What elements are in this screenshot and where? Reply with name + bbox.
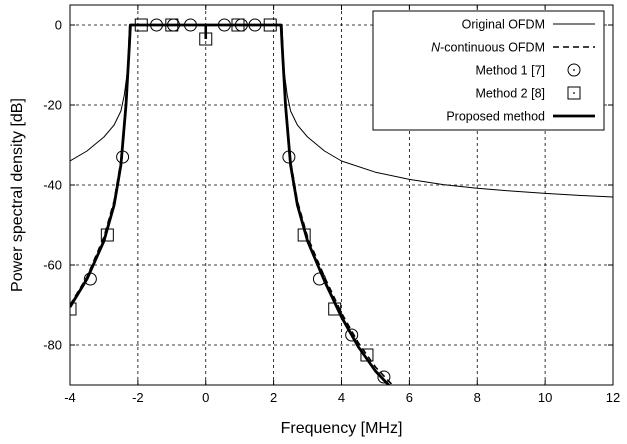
square-marker [328,302,342,316]
y-axis-label: Power spectral density [dB] [9,98,26,292]
y-tick-label: -20 [43,98,62,113]
legend-label: Original OFDM [462,18,545,32]
legend-label: N-continuous OFDM [431,41,545,55]
legend-circle-sample [567,63,581,77]
square-marker [165,18,179,32]
series-layer [70,18,613,385]
square-marker [70,302,77,316]
legend-label: Method 2 [8] [476,87,546,101]
x-tick-label: 4 [338,390,345,405]
circle-marker [345,328,359,342]
legend-label-rest: -continuous OFDM [440,41,545,55]
circle-marker [312,272,326,286]
legend-label-italic: N [431,41,441,55]
square-marker [231,18,245,32]
square-marker [360,348,374,362]
legend-label: Proposed method [446,110,545,124]
series-line-4 [70,23,391,385]
legend-box [372,10,605,131]
y-tick-label: -40 [43,178,62,193]
circle-marker [150,18,164,32]
y-tick-label: -60 [43,258,62,273]
circle-marker [83,272,97,286]
square-marker [263,18,277,32]
square-marker [100,228,114,242]
x-tick-label: 6 [406,390,413,405]
circle-marker [116,150,130,164]
legend: Original OFDM N-continuous OFDM Method 1 [… [372,10,605,131]
circle-marker [217,18,231,32]
x-tick-label: 10 [538,390,552,405]
x-tick-label: 2 [270,390,277,405]
series-line-0 [70,24,613,198]
y-tick-label: -80 [43,338,62,353]
y-tick-label: 0 [55,18,62,33]
x-tick-label: 12 [606,390,620,405]
circle-marker [282,150,296,164]
x-tick-label: -2 [132,390,144,405]
x-tick-label: 0 [202,390,209,405]
legend-square-sample [567,86,581,100]
x-axis-label: Frequency [MHz] [281,420,403,437]
square-marker [297,228,311,242]
square-marker [134,18,148,32]
circle-marker [248,18,262,32]
circle-marker [183,18,197,32]
legend-marker-dot [573,92,575,94]
square-marker [199,32,213,46]
legend-marker-dot [573,69,575,71]
ticks: -4 -2 0 2 4 6 8 10 120-20-40-60-80 [43,5,620,405]
x-tick-label: -4 [64,390,76,405]
legend-label: Method 1 [7] [476,64,546,78]
x-tick-label: 8 [474,390,481,405]
circle-marker [377,370,391,384]
